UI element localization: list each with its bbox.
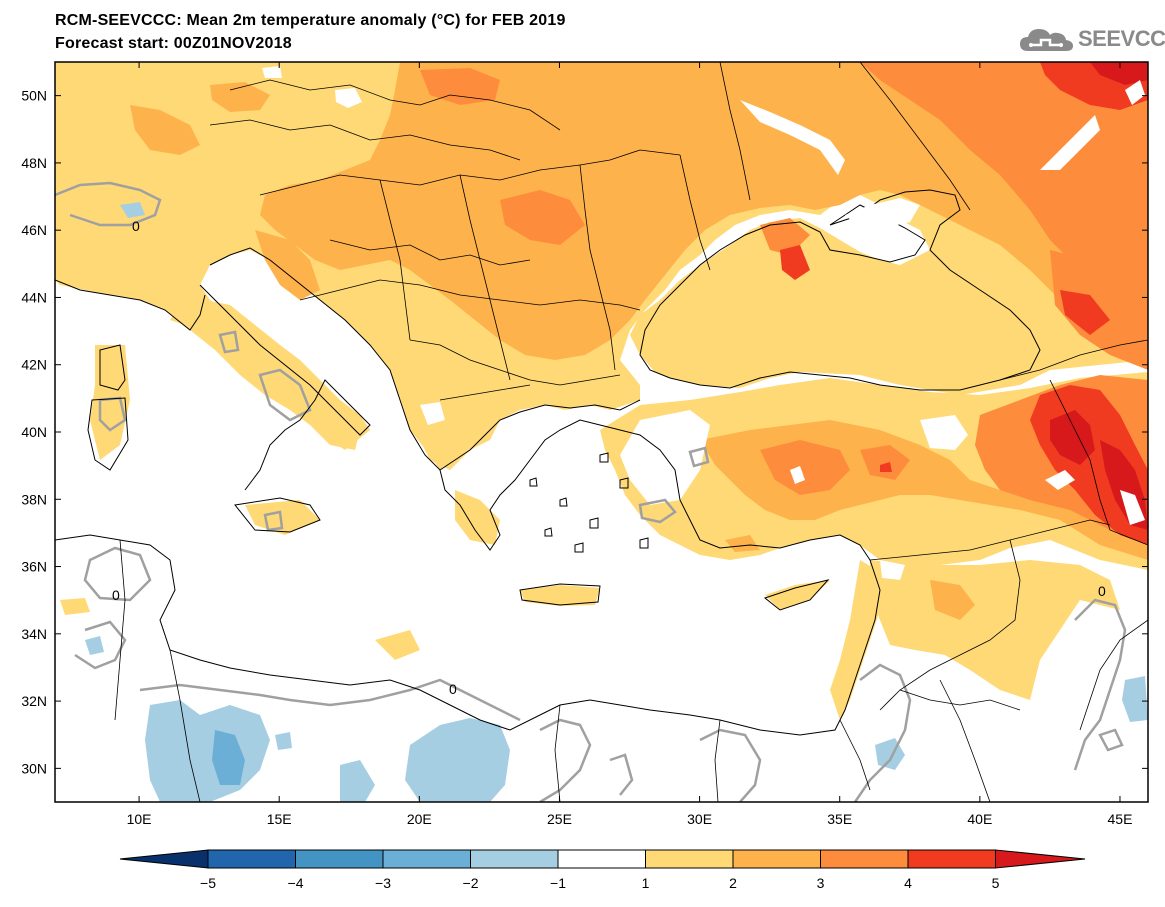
contour-label: 0 — [132, 218, 140, 234]
colorbar-label: 5 — [992, 875, 1000, 891]
colorbar-swatch — [645, 849, 734, 869]
colorbar: −5 −4 −3 −2 −1 1 2 3 4 5 — [119, 849, 1086, 891]
colorbar-swatch — [295, 849, 384, 869]
lon-tick-label: 45E — [1108, 811, 1133, 827]
lat-tick-label: 38N — [21, 491, 47, 507]
plot-area: 0 0 0 0 — [55, 62, 1148, 802]
lon-tick-label: 35E — [827, 811, 852, 827]
seevccc-logo: SEEVCCC — [1018, 24, 1165, 54]
lon-tick-label: 20E — [407, 811, 432, 827]
colorbar-swatch — [207, 849, 296, 869]
latitude-axis: 30N 32N 34N 36N 38N 40N 42N 44N 46N 48N 50N — [21, 88, 1148, 776]
colorbar-swatch — [382, 849, 471, 869]
zero-contours — [55, 181, 1127, 802]
lat-tick-label: 46N — [21, 222, 47, 238]
colorbar-label: −1 — [550, 875, 566, 891]
lat-tick-label: 40N — [21, 424, 47, 440]
country-borders — [114, 62, 1148, 802]
colorbar-swatch — [820, 849, 909, 869]
lat-tick-label: 34N — [21, 626, 47, 642]
lon-tick-label: 30E — [687, 811, 712, 827]
contour-label: 0 — [112, 587, 120, 603]
colorbar-label: −4 — [288, 875, 304, 891]
contour-label: 0 — [1098, 583, 1106, 599]
colorbar-swatch — [907, 849, 996, 869]
colorbar-swatch — [557, 849, 646, 869]
lat-tick-label: 30N — [21, 760, 47, 776]
lat-tick-label: 36N — [21, 559, 47, 575]
colorbar-label: 1 — [642, 875, 650, 891]
lon-tick-label: 25E — [547, 811, 572, 827]
colorbar-extend-high — [995, 849, 1086, 869]
contour-label: 0 — [449, 681, 457, 697]
colorbar-swatch — [732, 849, 821, 869]
colorbar-label: 2 — [729, 875, 737, 891]
lat-tick-label: 42N — [21, 357, 47, 373]
forecast-start-label: Forecast start: 00Z01NOV2018 — [55, 35, 292, 52]
colorbar-label: −3 — [375, 875, 391, 891]
colorbar-swatch — [470, 849, 559, 869]
inland-water — [740, 80, 1145, 228]
cloud-icon — [1020, 29, 1073, 51]
lon-tick-label: 10E — [127, 811, 152, 827]
lat-tick-label: 44N — [21, 289, 47, 305]
lat-tick-label: 50N — [21, 88, 47, 104]
zero-contour-labels: 0 0 0 0 — [112, 218, 1106, 697]
logo-label: SEEVCCC — [1078, 26, 1165, 51]
map-title: RCM-SEEVCCC: Mean 2m temperature anomaly… — [55, 12, 566, 29]
colorbar-label: 3 — [817, 875, 825, 891]
longitude-axis: 10E 15E 20E 25E 30E 35E 40E 45E — [127, 62, 1133, 827]
colorbar-label: 4 — [904, 875, 912, 891]
lat-tick-label: 32N — [21, 693, 47, 709]
colorbar-label: −5 — [200, 875, 216, 891]
lon-tick-label: 15E — [267, 811, 292, 827]
lat-tick-label: 48N — [21, 155, 47, 171]
lon-tick-label: 40E — [967, 811, 992, 827]
colorbar-extend-low — [119, 849, 209, 869]
anomaly-fill-negative — [85, 202, 1148, 802]
colorbar-label: −2 — [463, 875, 479, 891]
